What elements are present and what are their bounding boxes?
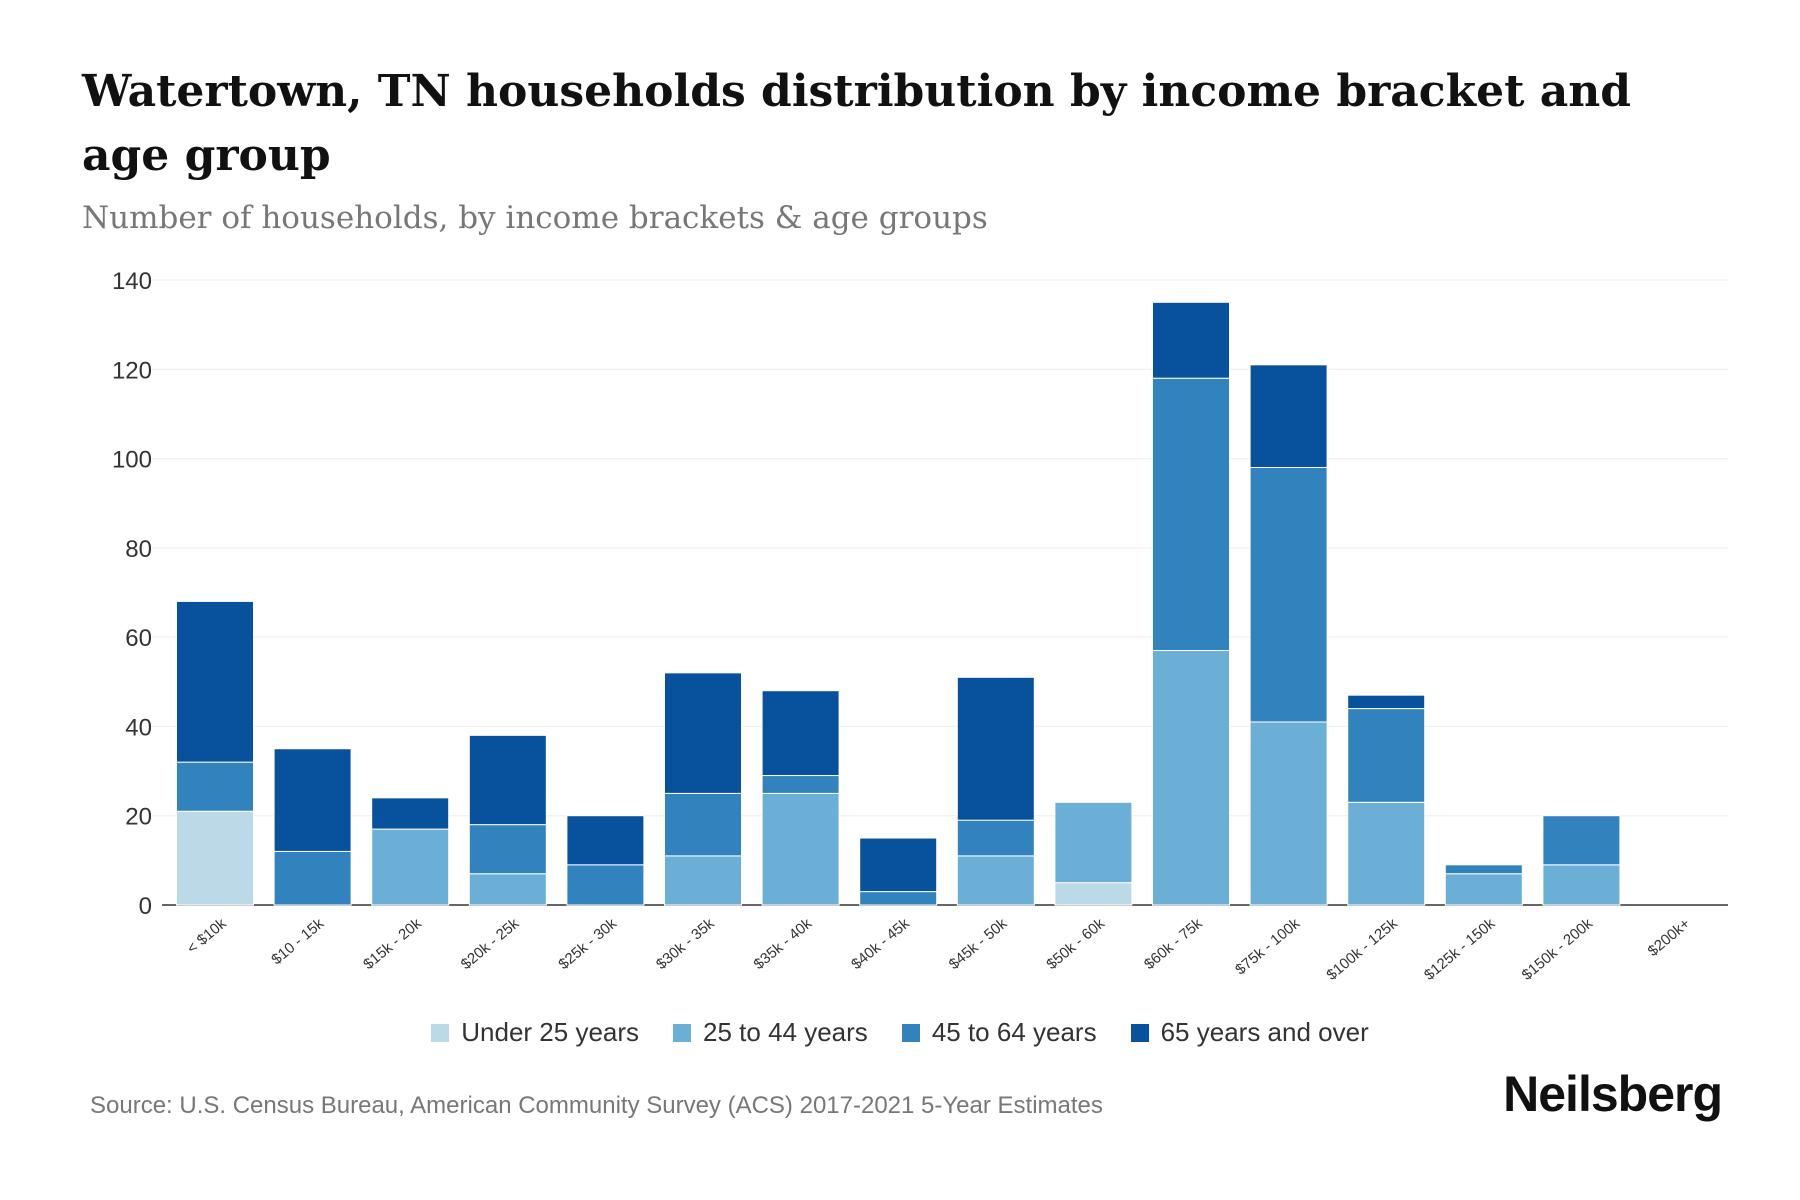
bar-segment-3 <box>1152 301 1230 379</box>
bar-segment-0 <box>176 810 254 906</box>
y-tick-label: 20 <box>125 804 152 831</box>
bar-segment-3 <box>956 676 1035 821</box>
x-tick-label: $150k - 200k <box>1519 915 1597 984</box>
bar-segment-2 <box>176 761 254 812</box>
x-tick-label: $25k - 30k <box>555 915 620 973</box>
bar-segment-3 <box>664 672 742 794</box>
source-note: Source: U.S. Census Bureau, American Com… <box>90 1092 1103 1119</box>
x-tick-label: $20k - 25k <box>458 915 523 973</box>
x-tick-label: $35k - 40k <box>751 915 816 973</box>
bar-segment-1 <box>1249 721 1328 906</box>
legend-swatch <box>901 1023 920 1042</box>
bar-segment-2 <box>1444 864 1523 875</box>
y-tick-label: 100 <box>112 447 152 474</box>
x-tick-label: $200k+ <box>1645 915 1694 960</box>
bar-segment-1 <box>1542 864 1621 906</box>
y-tick-label: 40 <box>125 714 152 741</box>
legend-swatch <box>431 1023 450 1042</box>
bar-segment-2 <box>859 891 938 906</box>
legend-swatch <box>1130 1023 1149 1042</box>
x-tick-label: < $10k <box>184 915 230 958</box>
bar-segment-1 <box>371 828 450 906</box>
bar-segment-1 <box>1347 801 1426 906</box>
x-tick-label: $100k - 125k <box>1323 915 1401 984</box>
x-tick-label: $10 - 15k <box>268 915 327 969</box>
x-tick-label: $125k - 150k <box>1421 915 1499 984</box>
legend-item: Under 25 years <box>431 1017 639 1048</box>
legend: Under 25 years 25 to 44 years 45 to 64 yea… <box>0 1017 1800 1048</box>
bar-segment-3 <box>761 690 840 777</box>
legend-label: 45 to 64 years <box>931 1017 1097 1047</box>
x-tick-label: $45k - 50k <box>946 915 1011 973</box>
bar-segment-2 <box>1249 467 1328 723</box>
x-tick-label: $15k - 20k <box>360 915 425 973</box>
bar-segment-3 <box>566 815 645 866</box>
bar-segment-0 <box>1054 882 1133 906</box>
bar-segment-1 <box>468 873 547 906</box>
bar-segment-2 <box>1542 815 1621 866</box>
bar-segment-2 <box>761 775 840 794</box>
x-tick-label: $40k - 45k <box>848 915 913 973</box>
bar-segment-2 <box>956 819 1035 857</box>
bar-segment-1 <box>1152 650 1230 906</box>
bar-segment-1 <box>1444 873 1523 906</box>
bar-segment-2 <box>1152 377 1230 652</box>
bar-segment-3 <box>1347 694 1426 710</box>
x-tick-label: $75k - 100k <box>1232 915 1303 979</box>
legend-label: 65 years and over <box>1160 1017 1369 1047</box>
bar-segment-1 <box>956 855 1035 906</box>
x-tick-label: $30k - 35k <box>653 915 718 973</box>
bar-segment-2 <box>1347 708 1426 803</box>
bar-segment-2 <box>664 792 742 857</box>
legend-label: Under 25 years <box>461 1017 640 1047</box>
neilsberg-logo: Neilsberg <box>1503 1066 1723 1122</box>
y-tick-label: 120 <box>112 357 152 384</box>
bar-segment-1 <box>1054 801 1133 884</box>
legend-swatch <box>673 1023 692 1042</box>
legend-item: 25 to 44 years <box>673 1017 868 1048</box>
legend-item: 65 years and over <box>1130 1017 1369 1048</box>
y-tick-label: 140 <box>112 268 152 295</box>
y-tick-label: 60 <box>125 625 152 652</box>
legend-item: 45 to 64 years <box>901 1017 1097 1048</box>
bar-segment-2 <box>273 850 352 906</box>
x-tick-label: $50k - 60k <box>1043 915 1108 973</box>
bar-segment-1 <box>664 855 742 906</box>
bar-segment-3 <box>859 837 938 893</box>
bar-segment-3 <box>1249 364 1328 469</box>
bar-segment-3 <box>176 600 254 763</box>
bar-segment-3 <box>273 748 352 852</box>
chart-subtitle: Number of households, by income brackets… <box>82 200 988 236</box>
chart-title: Watertown, TN households distribution by… <box>82 66 1631 181</box>
bar-segment-3 <box>371 797 450 830</box>
bar-segment-2 <box>468 824 547 875</box>
bar-segment-2 <box>566 864 645 906</box>
y-tick-label: 0 <box>139 893 152 920</box>
y-tick-label: 80 <box>125 536 152 563</box>
legend-label: 25 to 44 years <box>703 1017 868 1047</box>
bar-segment-1 <box>761 792 840 906</box>
x-tick-label: $60k - 75k <box>1141 915 1206 973</box>
bar-segment-3 <box>468 734 547 826</box>
